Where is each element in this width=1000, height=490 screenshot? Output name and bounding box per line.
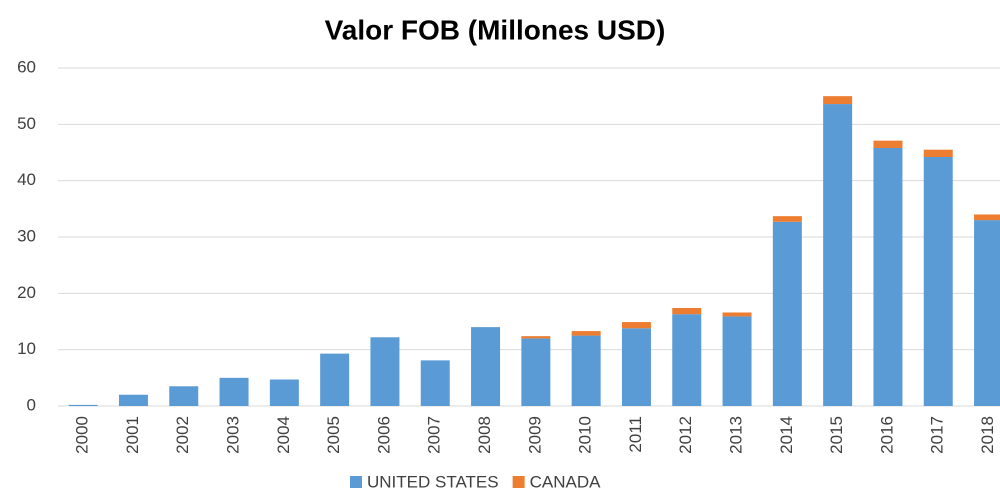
bar-segment xyxy=(974,214,1000,221)
x-tick-label: 2004 xyxy=(274,416,293,454)
x-tick-label: 2015 xyxy=(827,416,846,454)
bar-segment xyxy=(571,335,601,406)
bar-segment xyxy=(672,314,702,406)
bar-segment xyxy=(471,327,501,406)
y-tick-label: 0 xyxy=(27,395,36,414)
x-tick-label: 2008 xyxy=(475,416,494,454)
bar-segment xyxy=(722,312,752,317)
x-tick-label: 2018 xyxy=(978,416,997,454)
bar-segment xyxy=(320,353,350,406)
x-tick-label: 2017 xyxy=(928,416,947,454)
x-tick-label: 2014 xyxy=(777,416,796,454)
bar-segment xyxy=(772,221,802,406)
x-tick-label: 2005 xyxy=(324,416,343,454)
legend-label: UNITED STATES xyxy=(367,472,499,490)
x-tick-label: 2002 xyxy=(173,416,192,454)
x-tick-label: 2001 xyxy=(123,416,142,454)
x-tick-label: 2006 xyxy=(374,416,393,454)
x-tick-label: 2010 xyxy=(576,416,595,454)
y-tick-label: 20 xyxy=(17,283,36,302)
bar-segment xyxy=(974,220,1000,406)
bar-segment xyxy=(521,336,551,339)
bar-segment xyxy=(269,379,299,406)
y-tick-label: 30 xyxy=(17,226,36,245)
bar-segment xyxy=(873,140,903,148)
y-tick-label: 60 xyxy=(17,57,36,76)
x-tick-label: 2011 xyxy=(626,416,645,453)
y-tick-label: 50 xyxy=(17,114,36,133)
legend-swatch xyxy=(350,476,362,488)
x-tick-label: 2000 xyxy=(73,416,92,454)
bar-segment xyxy=(873,147,903,406)
bar-segment xyxy=(169,386,199,406)
x-tick-label: 2013 xyxy=(727,416,746,454)
bar-segment xyxy=(772,216,802,222)
chart-title: Valor FOB (Millones USD) xyxy=(325,14,666,45)
legend-swatch xyxy=(512,476,525,488)
x-tick-label: 2009 xyxy=(525,416,544,454)
bar-segment xyxy=(823,96,853,105)
bar-segment xyxy=(571,331,601,336)
bar-segment xyxy=(923,157,953,406)
bar-segment xyxy=(420,360,450,406)
bar-segment xyxy=(923,149,953,158)
x-tick-label: 2003 xyxy=(224,416,243,454)
bar-segment xyxy=(722,316,752,406)
legend-label: CANADA xyxy=(530,472,602,490)
bar-segment xyxy=(823,104,853,406)
bar-segment xyxy=(621,322,651,329)
bar-segment xyxy=(370,337,400,406)
y-tick-label: 40 xyxy=(17,170,36,189)
bar-segment xyxy=(672,307,702,315)
bar-segment xyxy=(118,394,148,406)
bar-segment xyxy=(521,338,551,406)
bar-segment xyxy=(68,404,98,406)
x-tick-label: 2012 xyxy=(676,416,695,454)
y-tick-label: 10 xyxy=(17,339,36,358)
x-tick-label: 2007 xyxy=(425,416,444,454)
bar-segment xyxy=(621,328,651,406)
x-tick-label: 2016 xyxy=(877,416,896,454)
bar-segment xyxy=(219,377,249,406)
